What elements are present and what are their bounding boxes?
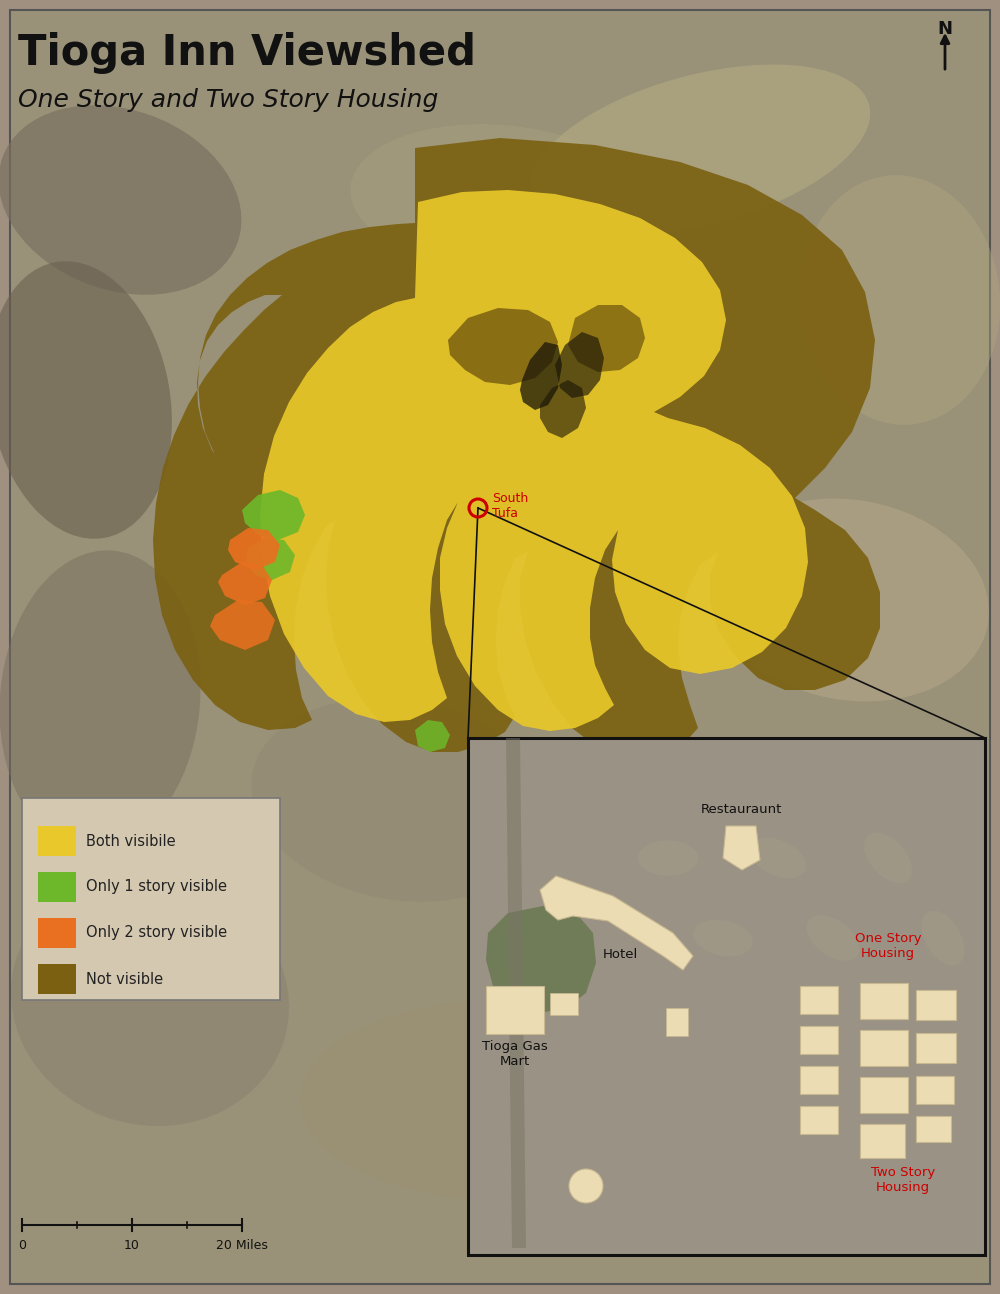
Text: Hotel: Hotel: [602, 949, 638, 961]
Ellipse shape: [750, 839, 806, 879]
Bar: [800, 1106, 838, 1134]
Bar: [916, 990, 956, 1020]
Ellipse shape: [11, 873, 289, 1126]
Polygon shape: [520, 342, 562, 410]
Polygon shape: [448, 308, 558, 386]
Text: N: N: [938, 19, 952, 38]
Text: 0: 0: [18, 1238, 26, 1253]
Text: 20 Miles: 20 Miles: [216, 1238, 268, 1253]
Text: South
Tufa: South Tufa: [492, 492, 528, 520]
Ellipse shape: [864, 833, 912, 884]
Bar: [38, 872, 76, 902]
Bar: [468, 738, 985, 1255]
Polygon shape: [415, 719, 450, 752]
Text: Restauraunt: Restauraunt: [700, 804, 782, 817]
Text: Not visible: Not visible: [86, 972, 163, 986]
Bar: [800, 986, 838, 1014]
Bar: [800, 1026, 838, 1055]
Polygon shape: [218, 562, 272, 606]
Text: Tioga Gas
Mart: Tioga Gas Mart: [482, 1040, 548, 1068]
Text: Only 2 story visible: Only 2 story visible: [86, 925, 227, 941]
Bar: [38, 964, 76, 994]
Polygon shape: [540, 380, 586, 437]
Polygon shape: [260, 190, 808, 731]
Polygon shape: [540, 876, 693, 970]
Ellipse shape: [629, 756, 971, 1044]
Ellipse shape: [350, 124, 650, 276]
Polygon shape: [486, 906, 596, 1013]
Polygon shape: [246, 538, 295, 580]
Ellipse shape: [530, 65, 870, 236]
Bar: [666, 1008, 688, 1036]
Bar: [916, 1033, 956, 1062]
Text: One Story
Housing: One Story Housing: [855, 932, 921, 960]
Polygon shape: [555, 333, 604, 399]
Bar: [550, 992, 578, 1014]
Bar: [800, 1066, 838, 1093]
Ellipse shape: [922, 911, 964, 965]
Bar: [38, 826, 76, 857]
Polygon shape: [506, 738, 526, 1247]
Ellipse shape: [0, 261, 172, 538]
Bar: [860, 1077, 908, 1113]
Bar: [860, 1124, 905, 1158]
Ellipse shape: [251, 699, 549, 902]
Text: Tioga Inn Viewshed: Tioga Inn Viewshed: [18, 32, 476, 74]
Bar: [486, 986, 544, 1034]
FancyBboxPatch shape: [22, 798, 280, 1000]
Ellipse shape: [0, 105, 241, 295]
Polygon shape: [153, 138, 880, 758]
Ellipse shape: [561, 986, 839, 1215]
Ellipse shape: [300, 1000, 700, 1200]
Text: Two Story
Housing: Two Story Housing: [871, 1166, 935, 1194]
Text: 10: 10: [124, 1238, 140, 1253]
Text: Both visibile: Both visibile: [86, 833, 176, 849]
Ellipse shape: [800, 175, 1000, 424]
Ellipse shape: [711, 498, 989, 701]
Ellipse shape: [638, 841, 698, 876]
Bar: [860, 983, 908, 1018]
Bar: [860, 1030, 908, 1066]
Polygon shape: [242, 490, 305, 540]
Text: Only 1 story visible: Only 1 story visible: [86, 880, 227, 894]
Polygon shape: [568, 305, 645, 371]
Polygon shape: [723, 826, 760, 870]
Bar: [916, 1115, 951, 1143]
Circle shape: [569, 1168, 603, 1203]
Polygon shape: [210, 600, 275, 650]
Ellipse shape: [0, 550, 200, 850]
Bar: [38, 917, 76, 949]
Text: One Story and Two Story Housing: One Story and Two Story Housing: [18, 88, 438, 113]
Bar: [916, 1077, 954, 1104]
Polygon shape: [228, 528, 280, 569]
Ellipse shape: [693, 920, 753, 956]
Ellipse shape: [807, 915, 859, 960]
